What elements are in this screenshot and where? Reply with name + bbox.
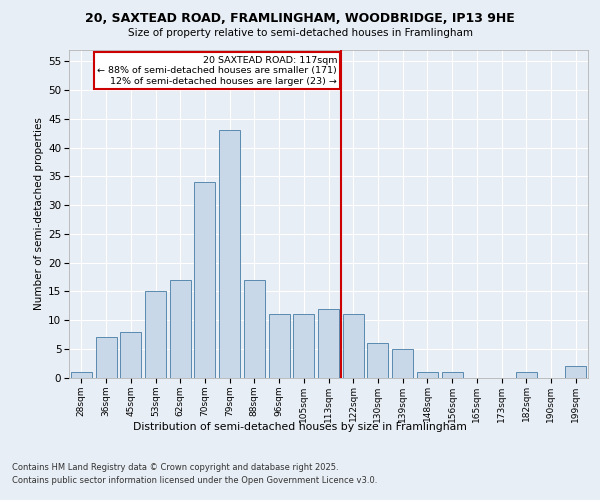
Bar	[71, 372, 92, 378]
Bar	[145, 292, 166, 378]
Bar	[269, 314, 290, 378]
Bar	[318, 308, 339, 378]
Bar	[293, 314, 314, 378]
Bar	[565, 366, 586, 378]
Text: Distribution of semi-detached houses by size in Framlingham: Distribution of semi-detached houses by …	[133, 422, 467, 432]
Text: Size of property relative to semi-detached houses in Framlingham: Size of property relative to semi-detach…	[128, 28, 473, 38]
Y-axis label: Number of semi-detached properties: Number of semi-detached properties	[34, 118, 44, 310]
Text: Contains public sector information licensed under the Open Government Licence v3: Contains public sector information licen…	[12, 476, 377, 485]
Bar	[516, 372, 537, 378]
Bar	[442, 372, 463, 378]
Bar	[367, 343, 388, 378]
Text: 20, SAXTEAD ROAD, FRAMLINGHAM, WOODBRIDGE, IP13 9HE: 20, SAXTEAD ROAD, FRAMLINGHAM, WOODBRIDG…	[85, 12, 515, 26]
Bar	[417, 372, 438, 378]
Bar	[194, 182, 215, 378]
Bar	[219, 130, 240, 378]
Text: 20 SAXTEAD ROAD: 117sqm
← 88% of semi-detached houses are smaller (171)
12% of s: 20 SAXTEAD ROAD: 117sqm ← 88% of semi-de…	[97, 56, 337, 86]
Bar	[392, 349, 413, 378]
Bar	[170, 280, 191, 378]
Bar	[95, 338, 116, 378]
Text: Contains HM Land Registry data © Crown copyright and database right 2025.: Contains HM Land Registry data © Crown c…	[12, 462, 338, 471]
Bar	[244, 280, 265, 378]
Bar	[120, 332, 141, 378]
Bar	[343, 314, 364, 378]
